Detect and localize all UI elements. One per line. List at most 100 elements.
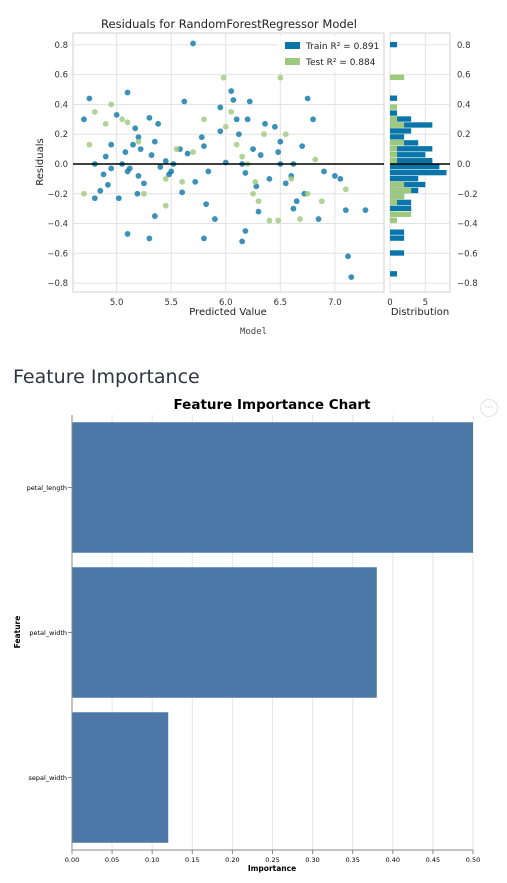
residual-point-train bbox=[105, 181, 111, 188]
residual-point-test bbox=[201, 116, 207, 123]
residual-point-train bbox=[250, 146, 256, 153]
feature-importance-y-label: Feature bbox=[13, 616, 22, 649]
residual-point-train bbox=[100, 171, 107, 178]
residual-point-train bbox=[184, 150, 191, 157]
residual-point-test bbox=[162, 202, 169, 209]
distribution-bar-test bbox=[390, 140, 405, 146]
residuals-x-tick-label: 5.5 bbox=[164, 298, 178, 308]
residual-point-train bbox=[108, 165, 115, 172]
importance-tick-label: 0.05 bbox=[105, 856, 119, 864]
residual-point-test bbox=[342, 186, 349, 193]
distribution-bar-train bbox=[390, 199, 412, 206]
residuals-x-tick-label: 7.0 bbox=[328, 298, 342, 308]
distribution-y-tick-label: −0.2 bbox=[457, 190, 478, 200]
distribution-bar-train bbox=[390, 205, 412, 212]
residual-point-train bbox=[168, 168, 175, 175]
residuals-y-tick-label: 0.4 bbox=[54, 100, 68, 110]
residual-point-train bbox=[190, 40, 196, 47]
residual-point-test bbox=[91, 108, 98, 115]
residual-point-train bbox=[299, 143, 306, 150]
residuals-x-tick-label: 6.5 bbox=[274, 298, 288, 308]
feature-importance-title: Feature Importance Chart bbox=[174, 397, 372, 413]
residual-point-train bbox=[124, 89, 131, 96]
residual-point-test bbox=[81, 190, 87, 197]
residuals-y-tick-label: 0.6 bbox=[54, 71, 68, 81]
distribution-y-tick-label: 0.2 bbox=[457, 130, 471, 140]
residual-point-train bbox=[198, 134, 205, 141]
residual-point-train bbox=[331, 172, 338, 179]
residual-point-train bbox=[310, 116, 316, 123]
residual-point-train bbox=[233, 116, 240, 123]
distribution-bar-train bbox=[390, 152, 426, 158]
residual-point-train bbox=[242, 228, 249, 234]
legend-swatch-train bbox=[285, 42, 300, 49]
distribution-x-tick-label: 5 bbox=[423, 298, 428, 308]
residual-point-test bbox=[297, 216, 303, 222]
distribution-bar-train bbox=[390, 163, 440, 170]
residual-point-train bbox=[148, 152, 155, 158]
residuals-plot: Residuals for RandomForestRegressor Mode… bbox=[0, 0, 507, 345]
residual-point-test bbox=[261, 131, 267, 138]
residual-point-test bbox=[250, 190, 256, 197]
feature-importance-chart: Feature Importance Chart 0.00 0.05 0.10 0.1… bbox=[13, 397, 480, 873]
legend-swatch-test bbox=[285, 58, 300, 65]
residual-point-train bbox=[255, 208, 262, 215]
residual-point-train bbox=[275, 149, 282, 155]
residual-point-train bbox=[282, 180, 289, 187]
residual-point-train bbox=[253, 183, 260, 190]
residual-point-train bbox=[124, 231, 131, 237]
residual-point-test bbox=[239, 153, 246, 160]
importance-tick-label: 0.00 bbox=[65, 856, 79, 864]
residuals-y-tick-label: 0.2 bbox=[54, 130, 68, 140]
residual-point-train bbox=[81, 116, 87, 123]
residual-point-test bbox=[233, 141, 240, 148]
residual-point-train bbox=[362, 207, 369, 214]
residual-point-train bbox=[246, 98, 253, 105]
distribution-bar-train bbox=[390, 271, 398, 277]
distribution-bar-test bbox=[390, 116, 398, 122]
residual-point-train bbox=[211, 216, 218, 222]
importance-tick-label: 0.15 bbox=[185, 856, 199, 864]
residual-point-test bbox=[102, 120, 109, 127]
importance-bar bbox=[72, 422, 473, 553]
residual-point-train bbox=[201, 143, 207, 150]
distribution-bar-train bbox=[390, 158, 433, 164]
residual-point-test bbox=[220, 74, 227, 81]
residuals-x-tick-label: 6.0 bbox=[219, 298, 233, 308]
residual-point-train bbox=[137, 146, 144, 153]
residual-point-train bbox=[146, 235, 153, 242]
residual-point-train bbox=[257, 152, 264, 158]
importance-tick-label: 0.50 bbox=[466, 856, 480, 864]
residual-point-train bbox=[262, 120, 268, 127]
chart-menu-button[interactable]: ··· bbox=[480, 399, 498, 417]
distribution-bar-test bbox=[390, 211, 412, 217]
residual-point-train bbox=[135, 134, 142, 141]
distribution-bar-train bbox=[390, 235, 405, 241]
more-options-icon: ··· bbox=[484, 403, 494, 413]
distribution-bar-train bbox=[390, 134, 405, 140]
residual-point-train bbox=[342, 207, 349, 214]
residual-point-train bbox=[134, 190, 141, 197]
residual-point-test bbox=[179, 178, 186, 185]
residual-point-train bbox=[181, 98, 188, 105]
legend-train-label: Train R² = 0.891 bbox=[305, 42, 379, 52]
distribution-bar-train bbox=[390, 250, 405, 256]
residual-point-train bbox=[244, 116, 251, 123]
residuals-title: Residuals for RandomForestRegressor Mode… bbox=[101, 17, 357, 31]
residual-point-train bbox=[345, 253, 351, 260]
distribution-y-tick-label: 0.6 bbox=[457, 71, 471, 81]
distribution-y-tick-label: 0.4 bbox=[457, 100, 471, 110]
distribution-bar-test bbox=[390, 181, 405, 188]
residual-point-train bbox=[130, 141, 136, 148]
residual-point-train bbox=[132, 125, 139, 132]
residual-point-train bbox=[217, 104, 224, 111]
distribution-y-tick-label: −0.4 bbox=[457, 220, 478, 230]
residual-point-test bbox=[86, 141, 93, 148]
residual-point-train bbox=[235, 131, 242, 138]
residual-point-train bbox=[228, 88, 235, 94]
distribution-bar-train bbox=[390, 128, 412, 134]
residual-point-train bbox=[141, 180, 147, 187]
residual-point-test bbox=[266, 217, 273, 224]
distribution-y-tick-label: −0.6 bbox=[457, 249, 478, 259]
importance-tick-label: 0.30 bbox=[305, 856, 319, 864]
